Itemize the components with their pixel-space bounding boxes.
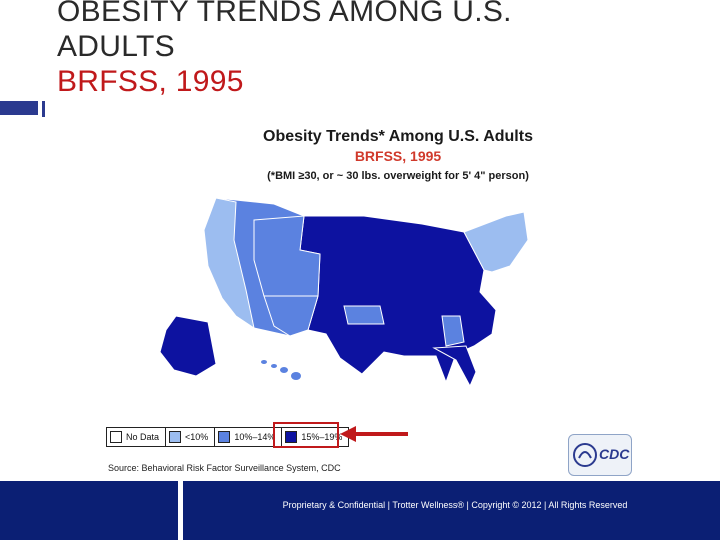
map-northeast-states [463, 211, 529, 273]
map-southwest-states [263, 295, 319, 337]
legend-highlight-box [273, 422, 339, 448]
legend-item-lt10: <10% [166, 428, 216, 446]
legend-swatch [218, 431, 231, 443]
legend-swatch [110, 431, 122, 443]
slide-title: OBESITY TRENDS AMONG U.S. ADULTS BRFSS, … [57, 0, 617, 105]
footer-bar [0, 481, 720, 540]
legend-label: No Data [126, 432, 160, 442]
title-accent-stripe [42, 101, 45, 117]
map-hawaii [261, 360, 301, 380]
cdc-logo-text: CDC [599, 446, 630, 462]
obesity-map-figure: Obesity Trends* Among U.S. Adults BRFSS,… [104, 120, 648, 480]
slide-title-line2: ADULTS [57, 30, 175, 63]
figure-note: (*BMI ≥30, or ~ 30 lbs. overweight for 5… [267, 170, 529, 182]
slide-title-line1: OBESITY TRENDS AMONG U.S. [57, 0, 512, 28]
red-arrow-icon [340, 426, 408, 442]
legend-swatch [285, 431, 298, 443]
legend-label: <10% [185, 432, 209, 442]
legend-swatch [169, 431, 182, 443]
us-obesity-map [159, 197, 529, 388]
legend-label: 10%–14% [234, 432, 276, 442]
map-pacific-coast [203, 197, 255, 330]
legend-item-15-19: 15%–19% [282, 428, 348, 446]
footer-text: Proprietary & Confidential | Trotter Wel… [282, 500, 628, 510]
slide-title-line3: BRFSS, 1995 [57, 65, 244, 98]
figure-subtitle: BRFSS, 1995 [354, 148, 442, 164]
hhs-eagle-icon [573, 443, 597, 467]
legend-item-10-14: 10%–14% [215, 428, 283, 446]
map-florida [432, 345, 477, 388]
map-georgia [441, 315, 465, 347]
title-accent-bar [0, 101, 38, 115]
footer-divider [178, 481, 183, 540]
legend-item-no-data: No Data [107, 428, 167, 446]
figure-title: Obesity Trends* Among U.S. Adults [263, 128, 533, 145]
map-alaska [159, 315, 217, 377]
cdc-logo: CDC [568, 434, 632, 476]
legend-label: 15%–19% [301, 432, 343, 442]
map-oklahoma [343, 305, 385, 325]
map-legend: No Data <10% 10%–14% 15%–19% [106, 427, 350, 447]
figure-source: Source: Behavioral Risk Factor Surveilla… [108, 463, 341, 473]
